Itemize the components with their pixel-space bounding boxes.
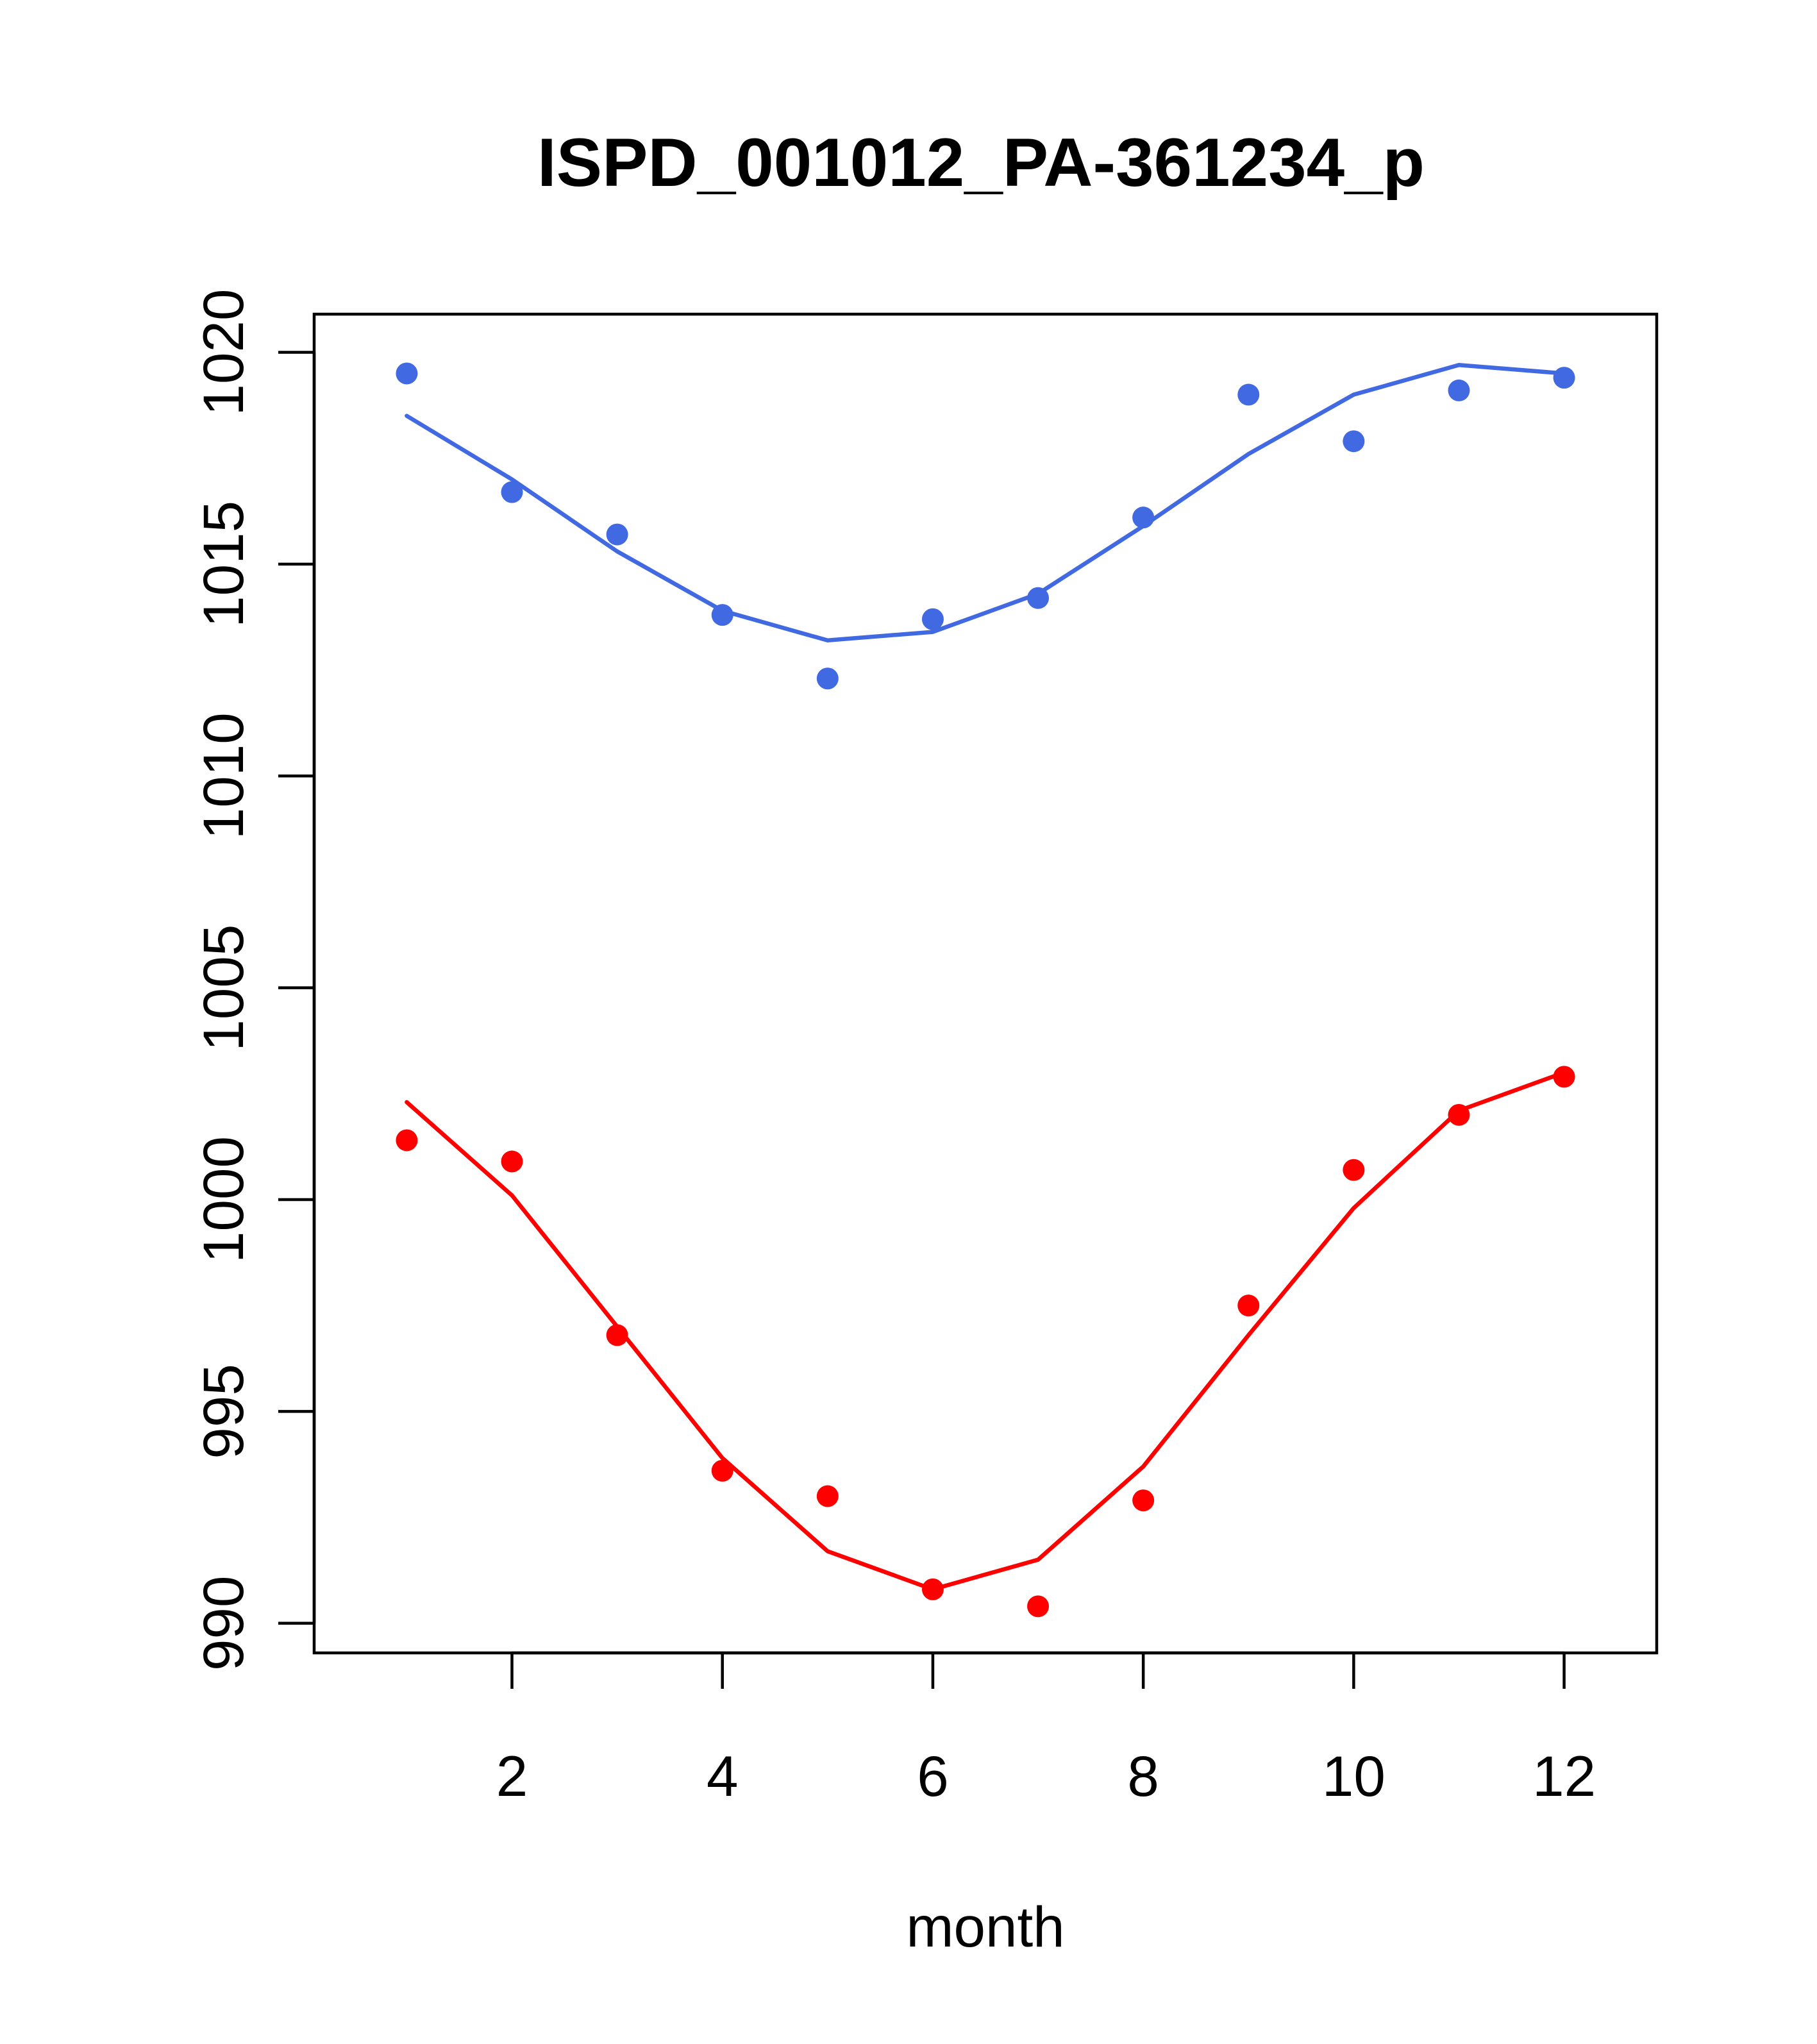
plot-area bbox=[312, 312, 1659, 1655]
x-axis: 2 4 6 8 10 12 bbox=[496, 1651, 1596, 1808]
series-1-point bbox=[1343, 430, 1365, 453]
series-2-line bbox=[405, 1070, 1566, 1592]
series-2-point bbox=[1448, 1103, 1470, 1126]
series-2-point bbox=[921, 1578, 944, 1600]
series-2-point bbox=[501, 1150, 523, 1173]
y-axis: 990 995 1000 1005 1010 1015 1020 bbox=[191, 289, 316, 1671]
series-layer bbox=[396, 362, 1575, 1618]
series-1-point bbox=[921, 608, 944, 630]
x-axis-label: month bbox=[906, 1895, 1064, 1959]
series-1-line bbox=[405, 363, 1566, 643]
series-2-point bbox=[1132, 1489, 1155, 1512]
y-tick-label: 1000 bbox=[191, 1136, 255, 1263]
series-2-point bbox=[1553, 1066, 1575, 1088]
series-2-point bbox=[606, 1324, 628, 1346]
y-tick-label: 1015 bbox=[191, 501, 255, 628]
series-1-point bbox=[1553, 367, 1575, 389]
x-tick-label: 8 bbox=[1127, 1744, 1159, 1808]
y-tick-label: 995 bbox=[191, 1364, 255, 1459]
series-2 bbox=[396, 1066, 1575, 1618]
series-2-point bbox=[396, 1129, 418, 1152]
series-1 bbox=[396, 362, 1575, 690]
series-1-point bbox=[501, 481, 523, 503]
series-1-point bbox=[711, 604, 733, 626]
series-2-point bbox=[711, 1459, 733, 1482]
series-2-point bbox=[1027, 1595, 1050, 1618]
y-tick-label: 1005 bbox=[191, 925, 255, 1051]
series-2-point bbox=[1237, 1294, 1260, 1317]
series-1-point bbox=[396, 362, 418, 385]
series-1-point bbox=[1448, 379, 1470, 401]
x-tick-label: 6 bbox=[917, 1744, 949, 1808]
x-tick-label: 4 bbox=[707, 1744, 739, 1808]
y-tick-label: 1010 bbox=[191, 712, 255, 839]
series-1-point bbox=[1132, 507, 1155, 529]
chart-title: ISPD_001012_PA-361234_p bbox=[537, 124, 1425, 201]
series-1-point bbox=[606, 523, 628, 546]
x-tick-label: 12 bbox=[1532, 1744, 1596, 1808]
y-tick-label: 1020 bbox=[191, 289, 255, 415]
x-tick-label: 10 bbox=[1322, 1744, 1386, 1808]
x-tick-label: 2 bbox=[496, 1744, 528, 1808]
series-1-point bbox=[816, 667, 839, 690]
series-2-point bbox=[1343, 1159, 1365, 1181]
series-1-point bbox=[1237, 383, 1260, 406]
series-1-point bbox=[1027, 587, 1050, 609]
series-2-point bbox=[816, 1485, 839, 1507]
y-tick-label: 990 bbox=[191, 1575, 255, 1671]
